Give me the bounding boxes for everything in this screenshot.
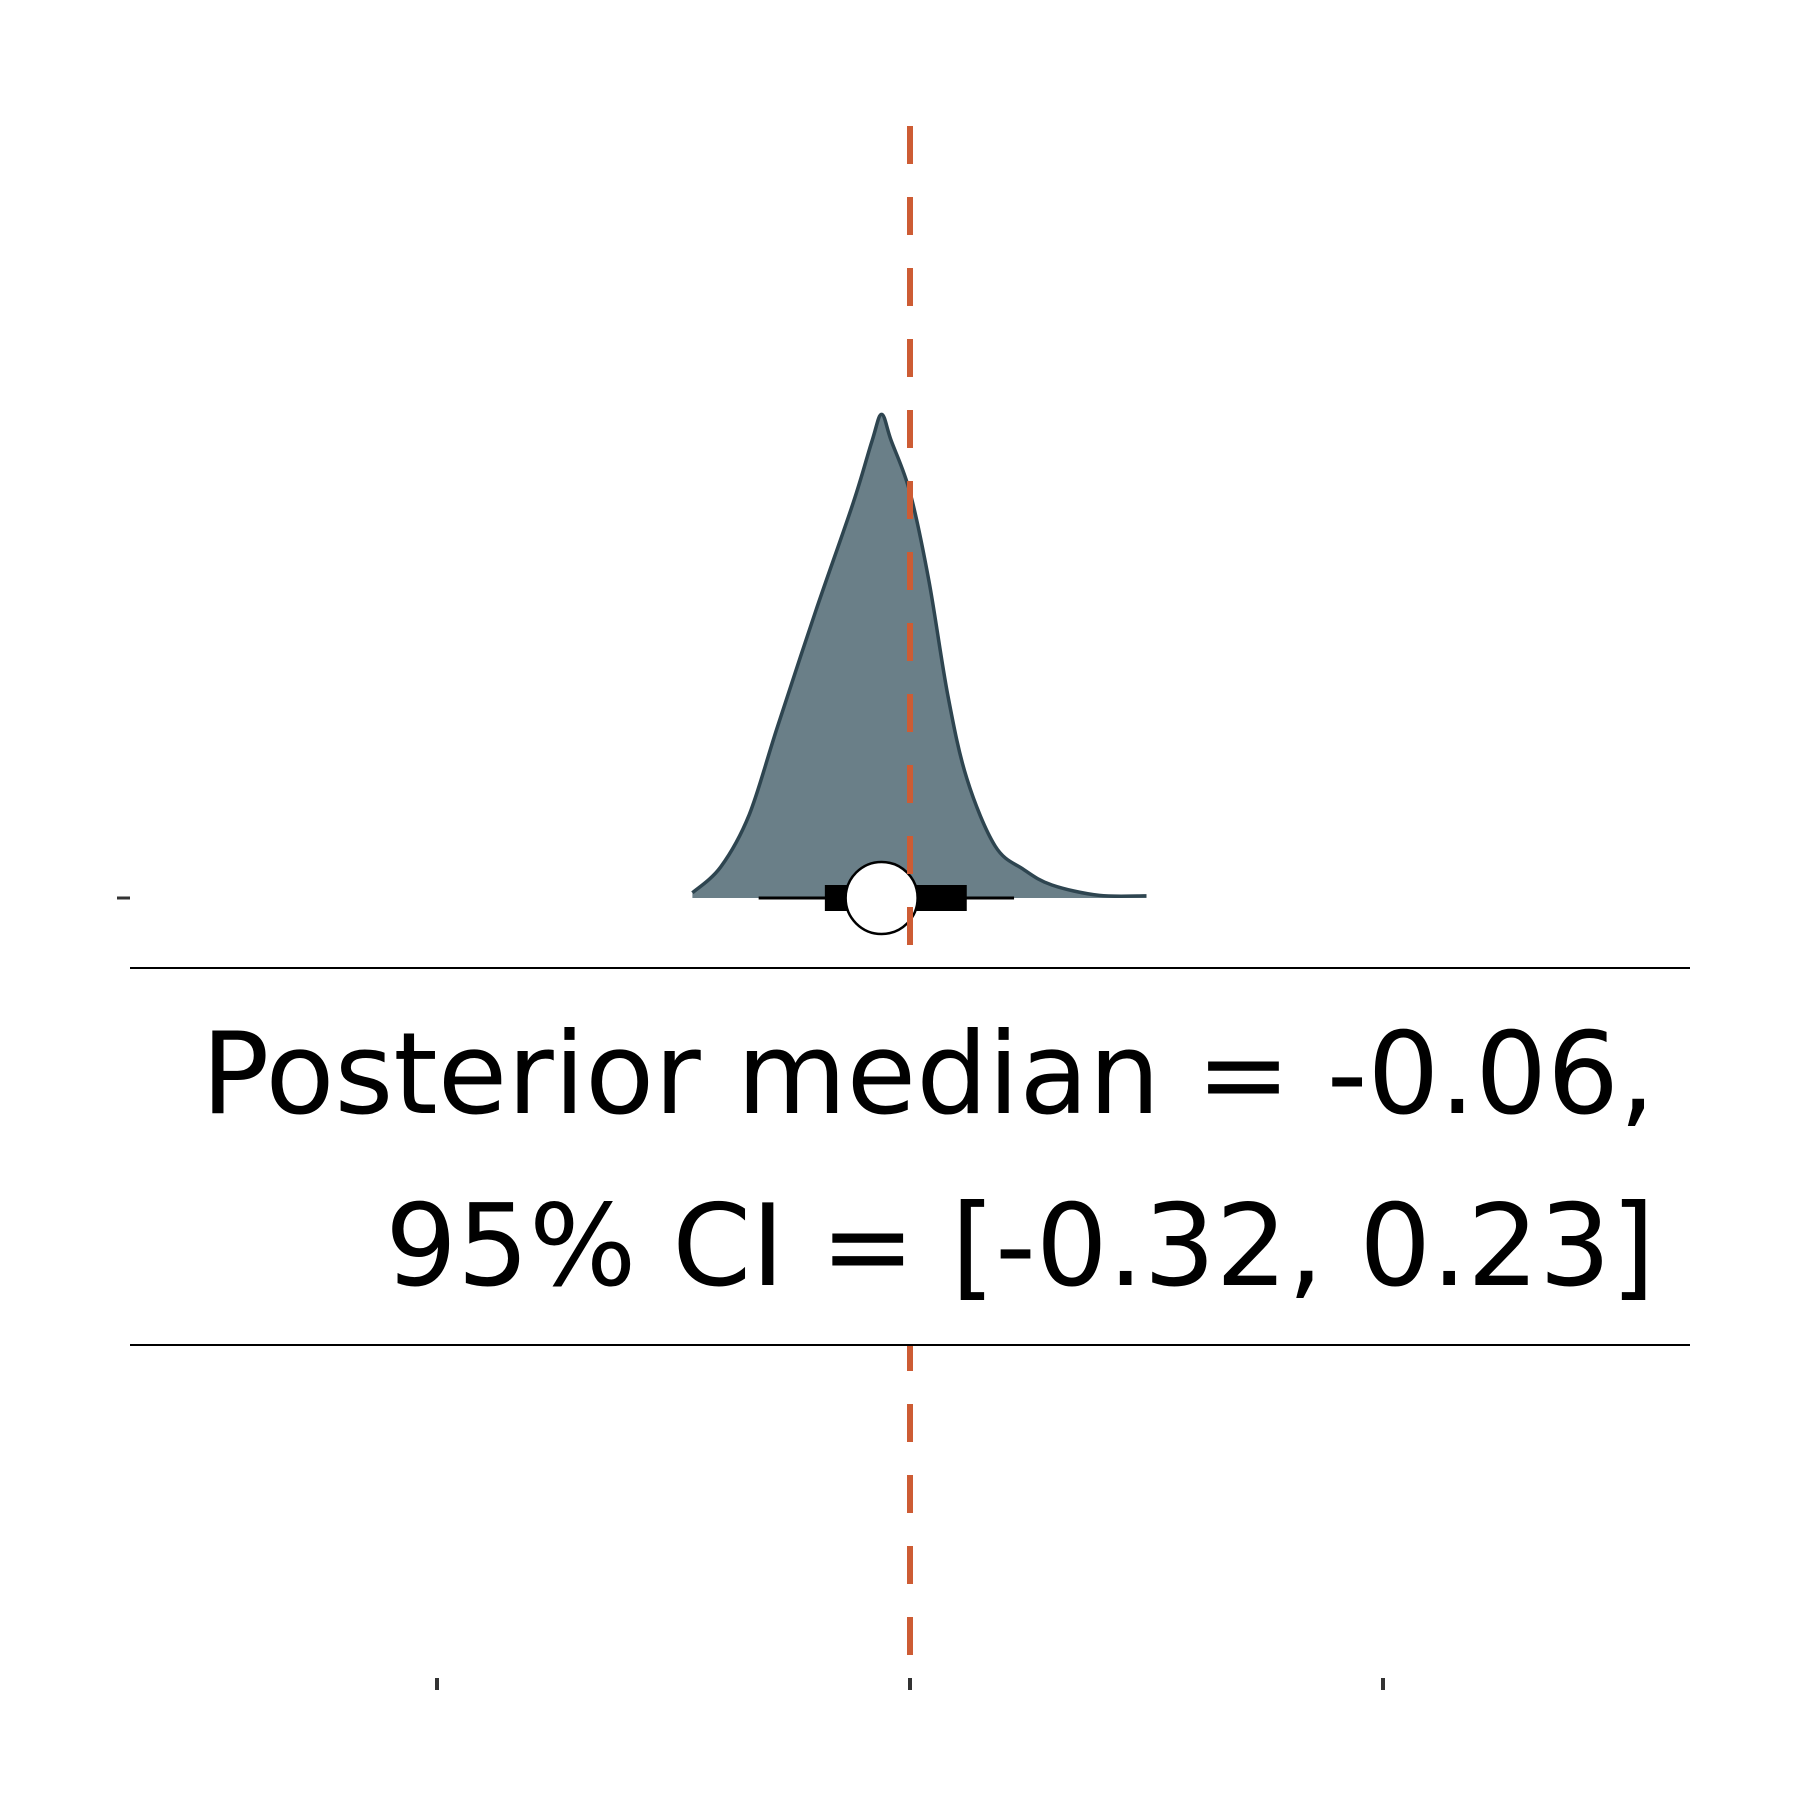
annotation-box: Posterior median = -0.06, 95% CI = [-0.3… <box>130 967 1690 1346</box>
annotation-line-2: 95% CI = [-0.32, 0.23] <box>385 1180 1655 1312</box>
annotation-background <box>130 968 1690 1345</box>
density-fill <box>692 414 1147 898</box>
plot-area <box>117 126 1385 1690</box>
annotation-line-1: Posterior median = -0.06, <box>201 1008 1655 1140</box>
point-estimate-marker <box>844 860 919 936</box>
density-outline <box>691 412 1147 899</box>
